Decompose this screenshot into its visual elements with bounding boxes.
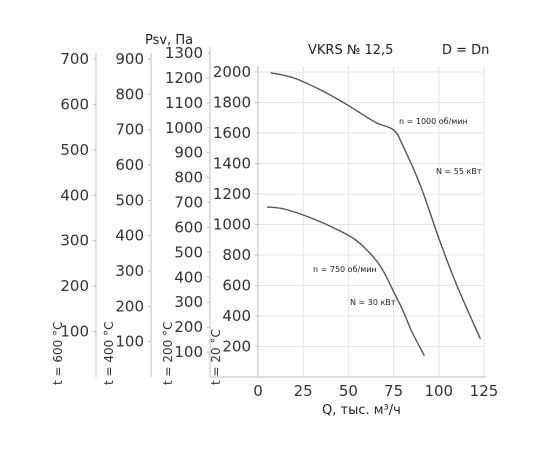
x-tick-label: 100 xyxy=(424,382,453,400)
x-tick-label: 25 xyxy=(294,382,313,400)
scale-tick-label: 900 xyxy=(115,50,144,68)
scale-tick-label: 900 xyxy=(174,144,203,162)
curve-annotation: N = 30 кВт xyxy=(350,298,396,307)
temperature-scale-label: t = 400 °C xyxy=(102,322,116,386)
x-axis-title: Q, тыс. м³/ч xyxy=(322,403,401,418)
scale-tick-label: 400 xyxy=(174,268,203,286)
scale-tick-label: 400 xyxy=(115,227,144,245)
curves xyxy=(266,72,482,356)
curve-annotation: n = 1000 об/мин xyxy=(399,117,468,126)
temperature-scale-label: t = 200 °C xyxy=(161,322,175,386)
scale-tick-label: 800 xyxy=(115,85,144,103)
temperature-scale-label: t = 20 °C xyxy=(209,329,223,385)
scale-tick-label: 600 xyxy=(60,95,89,113)
scale-tick-label: 600 xyxy=(115,156,144,174)
scale-tick-label: 1000 xyxy=(165,119,203,137)
scale-tick-label: 200 xyxy=(60,277,89,295)
scale-tick-label: 100 xyxy=(60,323,89,341)
scale-tick-label: 300 xyxy=(60,232,89,250)
scale-tick-label: 700 xyxy=(60,50,89,68)
grid xyxy=(257,66,485,377)
scale-tick-label: 500 xyxy=(174,243,203,261)
performance-curve-2 xyxy=(266,206,425,356)
curve-annotations: n = 1000 об/мин N = 55 кВт n = 750 об/мин N… xyxy=(313,117,482,307)
x-tick-label: 0 xyxy=(253,382,263,400)
performance-curve-1 xyxy=(270,72,482,340)
scale-tick-label: 300 xyxy=(174,293,203,311)
x-tick-label: 50 xyxy=(339,382,358,400)
temperature-scale-label: t = 600 °C xyxy=(51,322,65,386)
scale-tick-label: 1800 xyxy=(213,94,251,112)
scale-tick-label: 1100 xyxy=(165,94,203,112)
scale-tick-label: 300 xyxy=(115,262,144,280)
scale-tick-label: 1000 xyxy=(213,216,251,234)
scale-tick-label: 1300 xyxy=(165,44,203,62)
scale-tick-label: 700 xyxy=(174,194,203,212)
scale-tick-label: 800 xyxy=(222,246,251,264)
y-axis-title: Psv, Па xyxy=(145,33,193,48)
axes: 0 25 50 75 100 125 xyxy=(210,376,499,400)
scale-tick-label: 600 xyxy=(174,218,203,236)
scale-tick-label: 1600 xyxy=(213,124,251,142)
scale-tick-label: 600 xyxy=(222,277,251,295)
chart-title: VKRS № 12,5 xyxy=(308,43,393,58)
scale-tick-label: 400 xyxy=(60,186,89,204)
scale-tick-label: 800 xyxy=(174,169,203,187)
scale-tick-label: 500 xyxy=(115,191,144,209)
scale-tick-label: 500 xyxy=(60,141,89,159)
scale-tick-label: 1200 xyxy=(165,69,203,87)
curve-annotation: N = 55 кВт xyxy=(436,167,482,176)
scale-tick-label: 200 xyxy=(222,338,251,356)
x-tick-label: 75 xyxy=(384,382,403,400)
scale-tick-label: 2000 xyxy=(213,63,251,81)
scale-tick-label: 400 xyxy=(222,307,251,325)
chart-subtitle: D = Dn xyxy=(442,43,489,58)
scale-tick-label: 200 xyxy=(115,297,144,315)
scale-tick-label: 200 xyxy=(174,318,203,336)
scale-tick-label: 100 xyxy=(174,343,203,361)
scale-tick-label: 1400 xyxy=(213,155,251,173)
curve-annotation: n = 750 об/мин xyxy=(313,265,377,274)
scale-tick-label: 100 xyxy=(115,333,144,351)
scale-tick-label: 700 xyxy=(115,121,144,139)
x-tick-label: 125 xyxy=(470,382,499,400)
scale-tick-label: 1200 xyxy=(213,185,251,203)
